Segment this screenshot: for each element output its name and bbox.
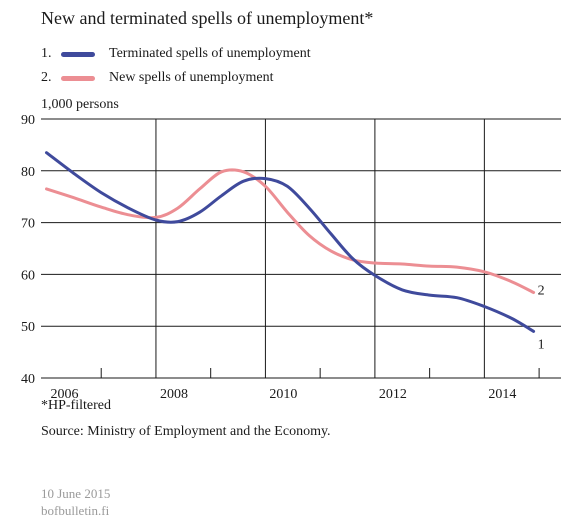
legend-item-new: 2. New spells of unemployment: [41, 70, 273, 86]
legend-swatch-terminated: [61, 51, 95, 57]
y-tick-label: 40: [21, 372, 35, 387]
legend-number: 2.: [41, 70, 52, 85]
y-tick-label: 50: [21, 320, 35, 335]
y-tick-label: 90: [21, 113, 35, 128]
series-line-terminated: [45, 151, 536, 333]
series-end-label: 2: [538, 284, 545, 299]
x-tick-label: 2012: [379, 387, 407, 400]
legend-label-terminated: Terminated spells of unemployment: [109, 46, 311, 61]
line-chart: 40 50 60 70 80 90 2006 2008 2010 2012 2014 2 1: [21, 113, 561, 400]
chart-title: New and terminated spells of unemploymen…: [41, 8, 374, 28]
footnote: *HP-filtered: [41, 398, 111, 413]
publication-date: 10 June 2015: [41, 486, 111, 501]
legend-swatch-new: [61, 75, 95, 81]
legend-item-terminated: 1. Terminated spells of unemployment: [41, 46, 311, 62]
y-tick-label: 60: [21, 268, 35, 283]
legend-number: 1.: [41, 46, 52, 61]
x-tick-label: 2014: [488, 387, 516, 400]
series-end-label: 1: [538, 337, 545, 352]
x-tick-label: 2008: [160, 387, 188, 400]
y-tick-label: 80: [21, 165, 35, 180]
y-tick-label: 70: [21, 217, 35, 232]
y-axis-unit-label: 1,000 persons: [41, 97, 119, 112]
legend-label-new: New spells of unemployment: [109, 70, 274, 85]
source-note: Source: Ministry of Employment and the E…: [41, 424, 331, 439]
series-line-new: [45, 168, 536, 294]
x-tick-label: 2010: [269, 387, 297, 400]
x-tick-label: 2006: [50, 387, 78, 400]
site-name: bofbulletin.fi: [41, 503, 110, 518]
